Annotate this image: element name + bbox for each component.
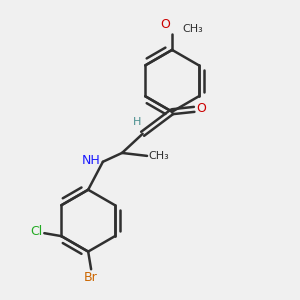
Text: Br: Br: [84, 271, 98, 284]
Text: O: O: [160, 18, 170, 31]
Text: H: H: [133, 117, 141, 127]
Text: CH₃: CH₃: [148, 151, 169, 161]
Text: O: O: [196, 102, 206, 115]
Text: NH: NH: [82, 154, 100, 167]
Text: CH₃: CH₃: [182, 24, 203, 34]
Text: Cl: Cl: [31, 225, 43, 238]
